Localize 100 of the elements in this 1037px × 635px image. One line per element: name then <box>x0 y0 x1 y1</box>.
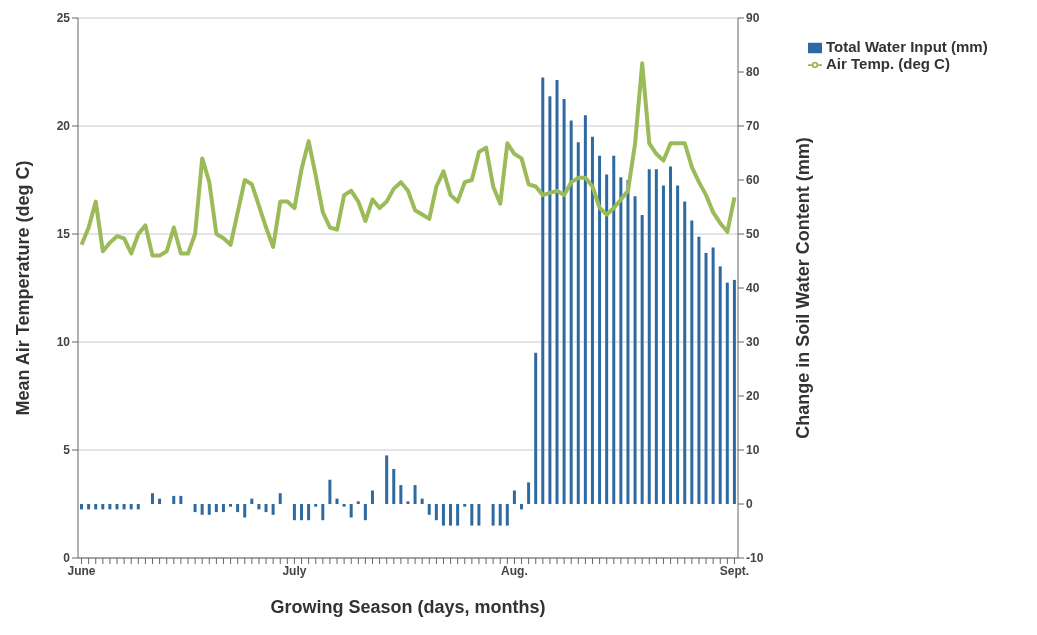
bar <box>598 155 602 504</box>
bar <box>392 468 396 504</box>
y-tick-label: 5 <box>63 443 71 458</box>
bar <box>399 485 403 504</box>
bar <box>548 96 552 504</box>
bar <box>541 77 545 504</box>
y2-tick-label: 30 <box>746 335 760 350</box>
bar <box>243 504 247 518</box>
bar <box>200 504 204 515</box>
bar <box>129 504 133 510</box>
bar <box>697 236 701 504</box>
y-tick-label: 10 <box>56 335 71 350</box>
bar <box>363 504 367 521</box>
bar <box>583 115 587 504</box>
bar <box>640 215 644 504</box>
bar <box>661 185 665 504</box>
y2-tick-label: 90 <box>746 11 760 26</box>
y2-tick-label: 10 <box>746 443 760 458</box>
line-series <box>79 61 737 258</box>
bar <box>477 504 481 526</box>
bar <box>158 498 162 504</box>
bar <box>427 504 431 515</box>
bar <box>172 495 176 504</box>
bar <box>115 504 119 510</box>
x-tick-label: July <box>282 563 307 578</box>
x-tick-label: June <box>67 563 96 578</box>
y2-tick-label: 80 <box>746 65 760 80</box>
bar <box>505 504 509 526</box>
bar <box>264 504 268 513</box>
bar <box>512 490 516 504</box>
y2-tick-label: -10 <box>746 551 764 566</box>
bar <box>413 485 417 504</box>
bar <box>87 504 91 510</box>
bar <box>207 504 211 515</box>
y2-tick-label: 20 <box>746 389 760 404</box>
bar <box>179 495 183 504</box>
bar <box>349 504 353 518</box>
bar <box>356 501 360 504</box>
bar <box>725 282 729 504</box>
bar <box>456 504 460 526</box>
bar <box>321 504 325 521</box>
bar <box>711 247 715 504</box>
bar <box>562 99 566 504</box>
bar <box>221 504 225 513</box>
bar <box>449 504 453 526</box>
bar <box>633 196 637 504</box>
bar <box>626 180 630 504</box>
bar <box>498 504 502 526</box>
bar <box>590 136 594 504</box>
bar <box>441 504 445 526</box>
bar <box>669 166 673 504</box>
bar <box>300 504 303 521</box>
y-tick-label: 20 <box>56 119 71 134</box>
bar <box>136 504 140 510</box>
bar <box>278 493 282 504</box>
y-tick-label: 15 <box>56 227 71 242</box>
bar <box>80 504 83 510</box>
bar <box>257 504 261 510</box>
bar <box>704 252 708 504</box>
bar <box>420 498 424 504</box>
bar <box>229 504 233 507</box>
bar <box>463 504 467 507</box>
y2-tick-label: 0 <box>746 497 753 512</box>
bar <box>605 174 609 504</box>
y2-tick-label: 60 <box>746 173 760 188</box>
bar <box>520 504 523 510</box>
bar <box>406 501 410 504</box>
y-axis-title: Mean Air Temperature (deg C) <box>13 160 34 416</box>
bar <box>150 493 154 504</box>
bar <box>335 498 339 504</box>
bar <box>647 169 651 504</box>
y-tick-label: 0 <box>63 551 71 566</box>
y2-tick-label: 50 <box>746 227 760 242</box>
bar <box>676 185 680 504</box>
y-tick-label: 25 <box>56 11 71 26</box>
bar <box>193 504 197 513</box>
bar <box>555 80 559 504</box>
legend-label: Total Water Input (mm) <box>826 38 988 55</box>
y2-tick-label: 40 <box>746 281 760 296</box>
bar <box>690 220 694 504</box>
bar <box>534 352 538 504</box>
bar <box>470 504 474 526</box>
bar <box>108 504 112 510</box>
bar <box>236 504 240 513</box>
bar <box>385 455 389 504</box>
bar <box>122 504 126 510</box>
bar <box>434 504 438 521</box>
bar <box>307 504 311 521</box>
legend-label: Air Temp. (deg C) <box>826 55 950 73</box>
bar <box>94 504 98 510</box>
bar <box>569 120 573 504</box>
bar <box>342 504 346 507</box>
bar <box>683 201 687 504</box>
bar <box>718 266 722 504</box>
bar <box>654 169 658 504</box>
bar <box>314 504 318 507</box>
bar <box>619 177 623 504</box>
bar <box>271 504 275 515</box>
bar <box>732 279 736 504</box>
x-tick-label: Sept. <box>719 563 750 578</box>
